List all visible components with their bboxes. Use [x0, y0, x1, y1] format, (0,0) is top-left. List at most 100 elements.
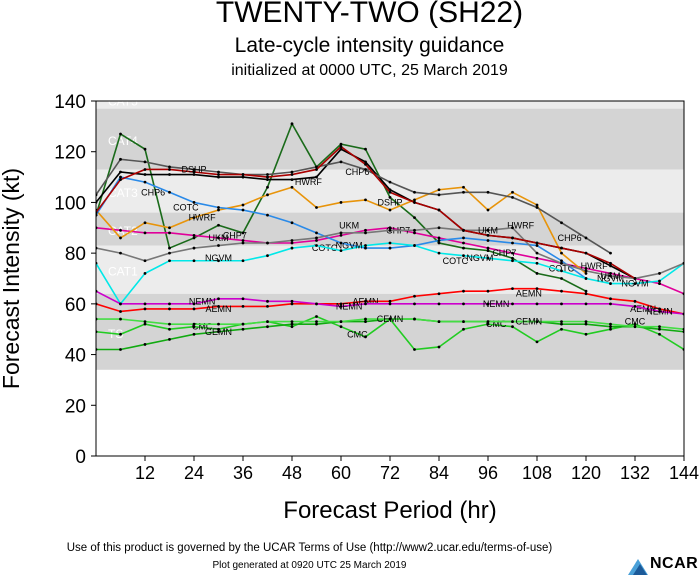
data-point	[143, 343, 147, 346]
data-point	[266, 304, 269, 308]
series-label: COTC	[549, 263, 575, 273]
data-point	[339, 320, 343, 324]
data-point	[584, 332, 588, 336]
data-point	[511, 256, 514, 260]
data-point	[143, 180, 147, 184]
series-label: CHP6	[141, 187, 165, 197]
data-point	[119, 310, 122, 313]
data-point	[290, 322, 294, 326]
data-point	[413, 190, 416, 194]
data-point	[266, 299, 269, 303]
series-label: CMC	[192, 322, 213, 332]
series-label: NEMN	[336, 301, 363, 311]
data-point	[192, 170, 196, 174]
data-point	[437, 345, 441, 349]
x-tick-label: 12	[135, 463, 155, 483]
series-dshp: DSHP DSHP	[96, 145, 637, 280]
data-point	[560, 269, 563, 273]
data-point	[462, 228, 465, 232]
data-point	[266, 185, 269, 189]
series-label: CMC	[486, 319, 507, 329]
data-point	[584, 277, 588, 280]
data-point	[119, 317, 122, 321]
data-point	[413, 317, 416, 321]
data-point	[315, 322, 318, 326]
data-point	[217, 173, 220, 176]
data-point	[364, 335, 367, 339]
data-point	[413, 216, 416, 220]
data-point	[168, 165, 171, 169]
data-point	[143, 302, 147, 306]
data-point	[437, 241, 441, 245]
data-point	[217, 259, 220, 263]
data-point	[584, 320, 588, 324]
y-tick-label: 80	[65, 244, 86, 265]
data-point	[217, 322, 220, 326]
data-point	[339, 233, 343, 237]
x-tick-label: 144	[669, 463, 699, 483]
data-point	[388, 226, 392, 230]
series-ships	[96, 157, 612, 255]
data-point	[511, 302, 514, 306]
data-point	[511, 241, 514, 245]
data-point	[658, 310, 661, 313]
data-point	[143, 168, 147, 171]
data-point	[315, 320, 318, 324]
data-point	[535, 287, 539, 291]
data-point	[511, 236, 514, 240]
data-point	[241, 203, 245, 207]
data-point	[437, 193, 441, 197]
data-point	[339, 304, 343, 308]
data-point	[413, 231, 416, 235]
data-point	[609, 302, 612, 306]
series-cemn: CEMN CEMN	[96, 314, 684, 331]
data-point	[413, 302, 416, 306]
series-label: HWRF	[189, 213, 216, 223]
data-point	[658, 272, 661, 275]
data-point	[364, 246, 367, 250]
data-point	[315, 206, 318, 209]
data-point	[682, 312, 684, 316]
series-label: NGVM	[205, 253, 232, 263]
series-line	[96, 158, 611, 254]
data-point	[192, 236, 196, 240]
data-point	[535, 244, 539, 247]
data-point	[119, 175, 122, 179]
data-point	[584, 289, 588, 293]
x-tick-label: 108	[522, 463, 552, 483]
data-point	[266, 173, 269, 176]
data-point	[315, 244, 318, 247]
data-point	[315, 236, 318, 240]
data-point	[535, 206, 539, 209]
series-label: COTC	[173, 203, 199, 213]
data-point	[535, 251, 539, 255]
data-point	[96, 261, 98, 265]
data-point	[535, 340, 539, 344]
series-label: NEMN	[189, 296, 216, 306]
data-point	[290, 173, 294, 176]
data-point	[486, 320, 490, 324]
data-point	[462, 246, 465, 250]
data-point	[633, 325, 637, 329]
data-point	[143, 160, 147, 164]
series-label: AEMN	[205, 304, 231, 314]
data-point	[584, 272, 588, 275]
data-point	[168, 226, 171, 230]
data-point	[388, 190, 392, 194]
data-point	[119, 228, 122, 232]
data-point	[290, 299, 294, 303]
data-point	[560, 289, 563, 293]
data-point	[339, 249, 343, 253]
y-tick-label: 60	[65, 295, 86, 316]
data-point	[560, 251, 563, 255]
data-point	[486, 190, 490, 194]
data-point	[560, 259, 563, 263]
data-point	[633, 277, 637, 280]
data-point	[119, 170, 122, 174]
data-point	[241, 304, 245, 308]
data-point	[192, 259, 196, 263]
data-point	[364, 198, 367, 202]
data-point	[119, 348, 122, 351]
data-point	[609, 261, 612, 265]
series-nemn: NEMN NEMN NEMN NEMN	[96, 289, 684, 316]
